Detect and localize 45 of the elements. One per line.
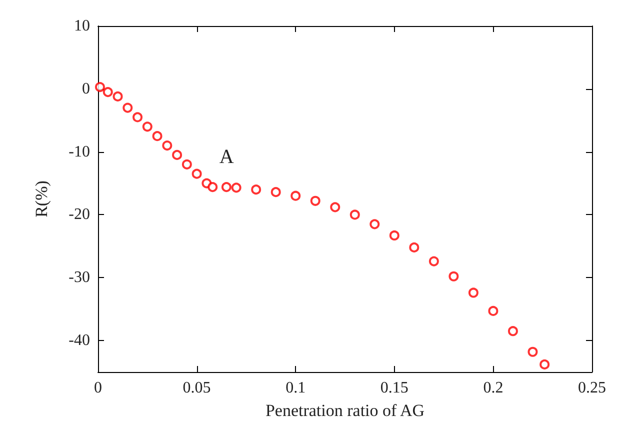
point (102, 87, 113, 98)
point (370, 219, 380, 230)
point (142, 122, 152, 132)
point (192, 168, 202, 179)
point (208, 182, 218, 192)
y-tick-label: -20 (68, 206, 90, 224)
point (448, 271, 459, 282)
point (350, 210, 360, 220)
point (508, 326, 518, 336)
x-axis-title: Penetration ratio of AG (265, 401, 425, 420)
point (172, 150, 182, 160)
point (112, 91, 123, 102)
x-tick-label: 0.15 (380, 380, 408, 396)
point (221, 182, 232, 192)
annotation: A (219, 146, 234, 168)
x-tick-label: 0.05 (182, 380, 211, 396)
y-tick-label: -40 (68, 332, 90, 350)
point (270, 187, 281, 198)
x-tick-label: 0.1 (286, 380, 306, 396)
point (132, 112, 143, 122)
point (409, 242, 420, 252)
point (389, 230, 400, 240)
y-tick-label: 0 (82, 80, 90, 98)
x-tick-label: 0.25 (578, 380, 606, 396)
point (290, 190, 301, 201)
y-tick-label: -10 (68, 143, 90, 160)
point (540, 359, 550, 370)
x-tick-label: 0 (94, 380, 102, 396)
point (330, 202, 340, 212)
y-axis-title: R(%) (32, 180, 51, 218)
point (528, 346, 538, 357)
y-tick-label: 10 (74, 18, 90, 34)
point (162, 140, 172, 151)
point (251, 184, 262, 195)
point (468, 288, 478, 298)
point (428, 256, 439, 266)
point (182, 159, 192, 170)
point (94, 82, 105, 92)
point (231, 182, 242, 193)
x-tick-label: 0.2 (483, 380, 504, 396)
point (488, 306, 498, 316)
point (310, 196, 320, 206)
point (152, 131, 162, 142)
point (122, 102, 133, 113)
y-tick-label: -30 (68, 269, 90, 286)
